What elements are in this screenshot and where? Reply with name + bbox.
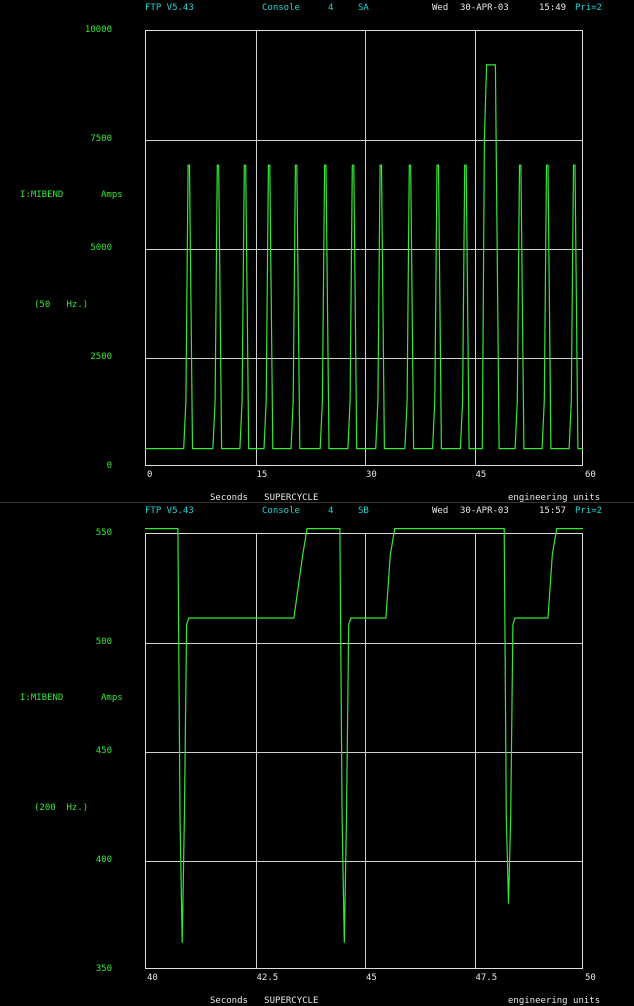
plot-area [145, 533, 583, 969]
x-tick-label: 50 [585, 973, 596, 983]
y-tick-label: 450 [95, 746, 112, 756]
grid-line-h [146, 861, 582, 862]
grid-line-h [146, 358, 582, 359]
hdr-date: 30-APR-03 [460, 3, 509, 13]
y-tick-label: 2500 [90, 352, 112, 362]
grid-line-h [146, 249, 582, 250]
units-mode-label: engineering units [508, 493, 601, 503]
x-tick-label: 45 [366, 973, 377, 983]
y-axis-units-label: Amps [101, 693, 123, 703]
x-tick-label: 40 [147, 973, 158, 983]
grid-line-v [365, 534, 366, 968]
x-tick-label: 42.5 [256, 973, 279, 983]
x-tick-label: 15 [256, 470, 268, 480]
y-tick-label: 10000 [84, 25, 112, 35]
hdr-date: 30-APR-03 [460, 506, 509, 516]
grid-line-h [146, 140, 582, 141]
y-tick-label: 350 [95, 964, 112, 974]
y-axis-device-label: I:MIBEND [20, 693, 64, 703]
hdr-time: 15:49 [539, 3, 567, 13]
chart-panel-bottom: FTP V5.43 Console 4 SB Wed 30-APR-03 15:57 Pri=… [0, 503, 634, 1006]
x-tick-label: 30 [366, 470, 377, 480]
grid-line-v [474, 31, 476, 465]
hdr-console-num: 4 [328, 506, 334, 516]
hdr-id: SA [358, 3, 369, 13]
x-axis-label: Seconds SUPERCYCLE [210, 493, 319, 503]
units-mode-label: engineering units [508, 996, 601, 1006]
x-tick-label: 45 [475, 470, 487, 480]
grid-line-v [255, 31, 257, 465]
series-line [145, 64, 583, 450]
grid-line-h [146, 752, 582, 753]
grid-line-v [255, 534, 257, 968]
y-tick-label: 550 [95, 528, 112, 538]
y-tick-label: 0 [106, 461, 112, 471]
plot-area [145, 30, 583, 466]
hdr-pri: Pri=2 [575, 506, 603, 516]
y-axis-device-label: I:MIBEND [20, 190, 64, 200]
y-tick-label: 400 [95, 855, 112, 865]
x-tick-label: 47.5 [475, 973, 498, 983]
hdr-day: Wed [432, 506, 449, 516]
hdr-ftp: FTP V5.43 [145, 506, 194, 516]
hdr-id: SB [358, 506, 369, 516]
hdr-day: Wed [432, 3, 449, 13]
hdr-pri: Pri=2 [575, 3, 603, 13]
grid-line-v [365, 31, 366, 465]
hdr-ftp: FTP V5.43 [145, 3, 194, 13]
sample-rate-label: (200 Hz.) [34, 803, 89, 813]
y-tick-label: 7500 [90, 134, 112, 144]
x-axis-label: Seconds SUPERCYCLE [210, 996, 319, 1006]
hdr-console: Console [262, 3, 300, 13]
hdr-console: Console [262, 506, 300, 516]
x-tick-label: 60 [585, 470, 596, 480]
x-tick-label: 0 [147, 470, 153, 480]
hdr-console-num: 4 [328, 3, 334, 13]
grid-line-v [474, 534, 476, 968]
y-tick-label: 5000 [90, 243, 112, 253]
trace-svg [145, 527, 583, 943]
trace-svg [145, 64, 583, 450]
grid-line-h [146, 643, 582, 644]
series-line [145, 527, 583, 943]
chart-panel-top: FTP V5.43 Console 4 SA Wed 30-APR-03 15:49 Pri=… [20, 3, 603, 503]
y-tick-label: 500 [95, 637, 112, 647]
sample-rate-label: (50 Hz.) [34, 300, 89, 310]
panel-separator [0, 502, 634, 503]
hdr-time: 15:57 [539, 506, 567, 516]
y-axis-units-label: Amps [101, 190, 123, 200]
